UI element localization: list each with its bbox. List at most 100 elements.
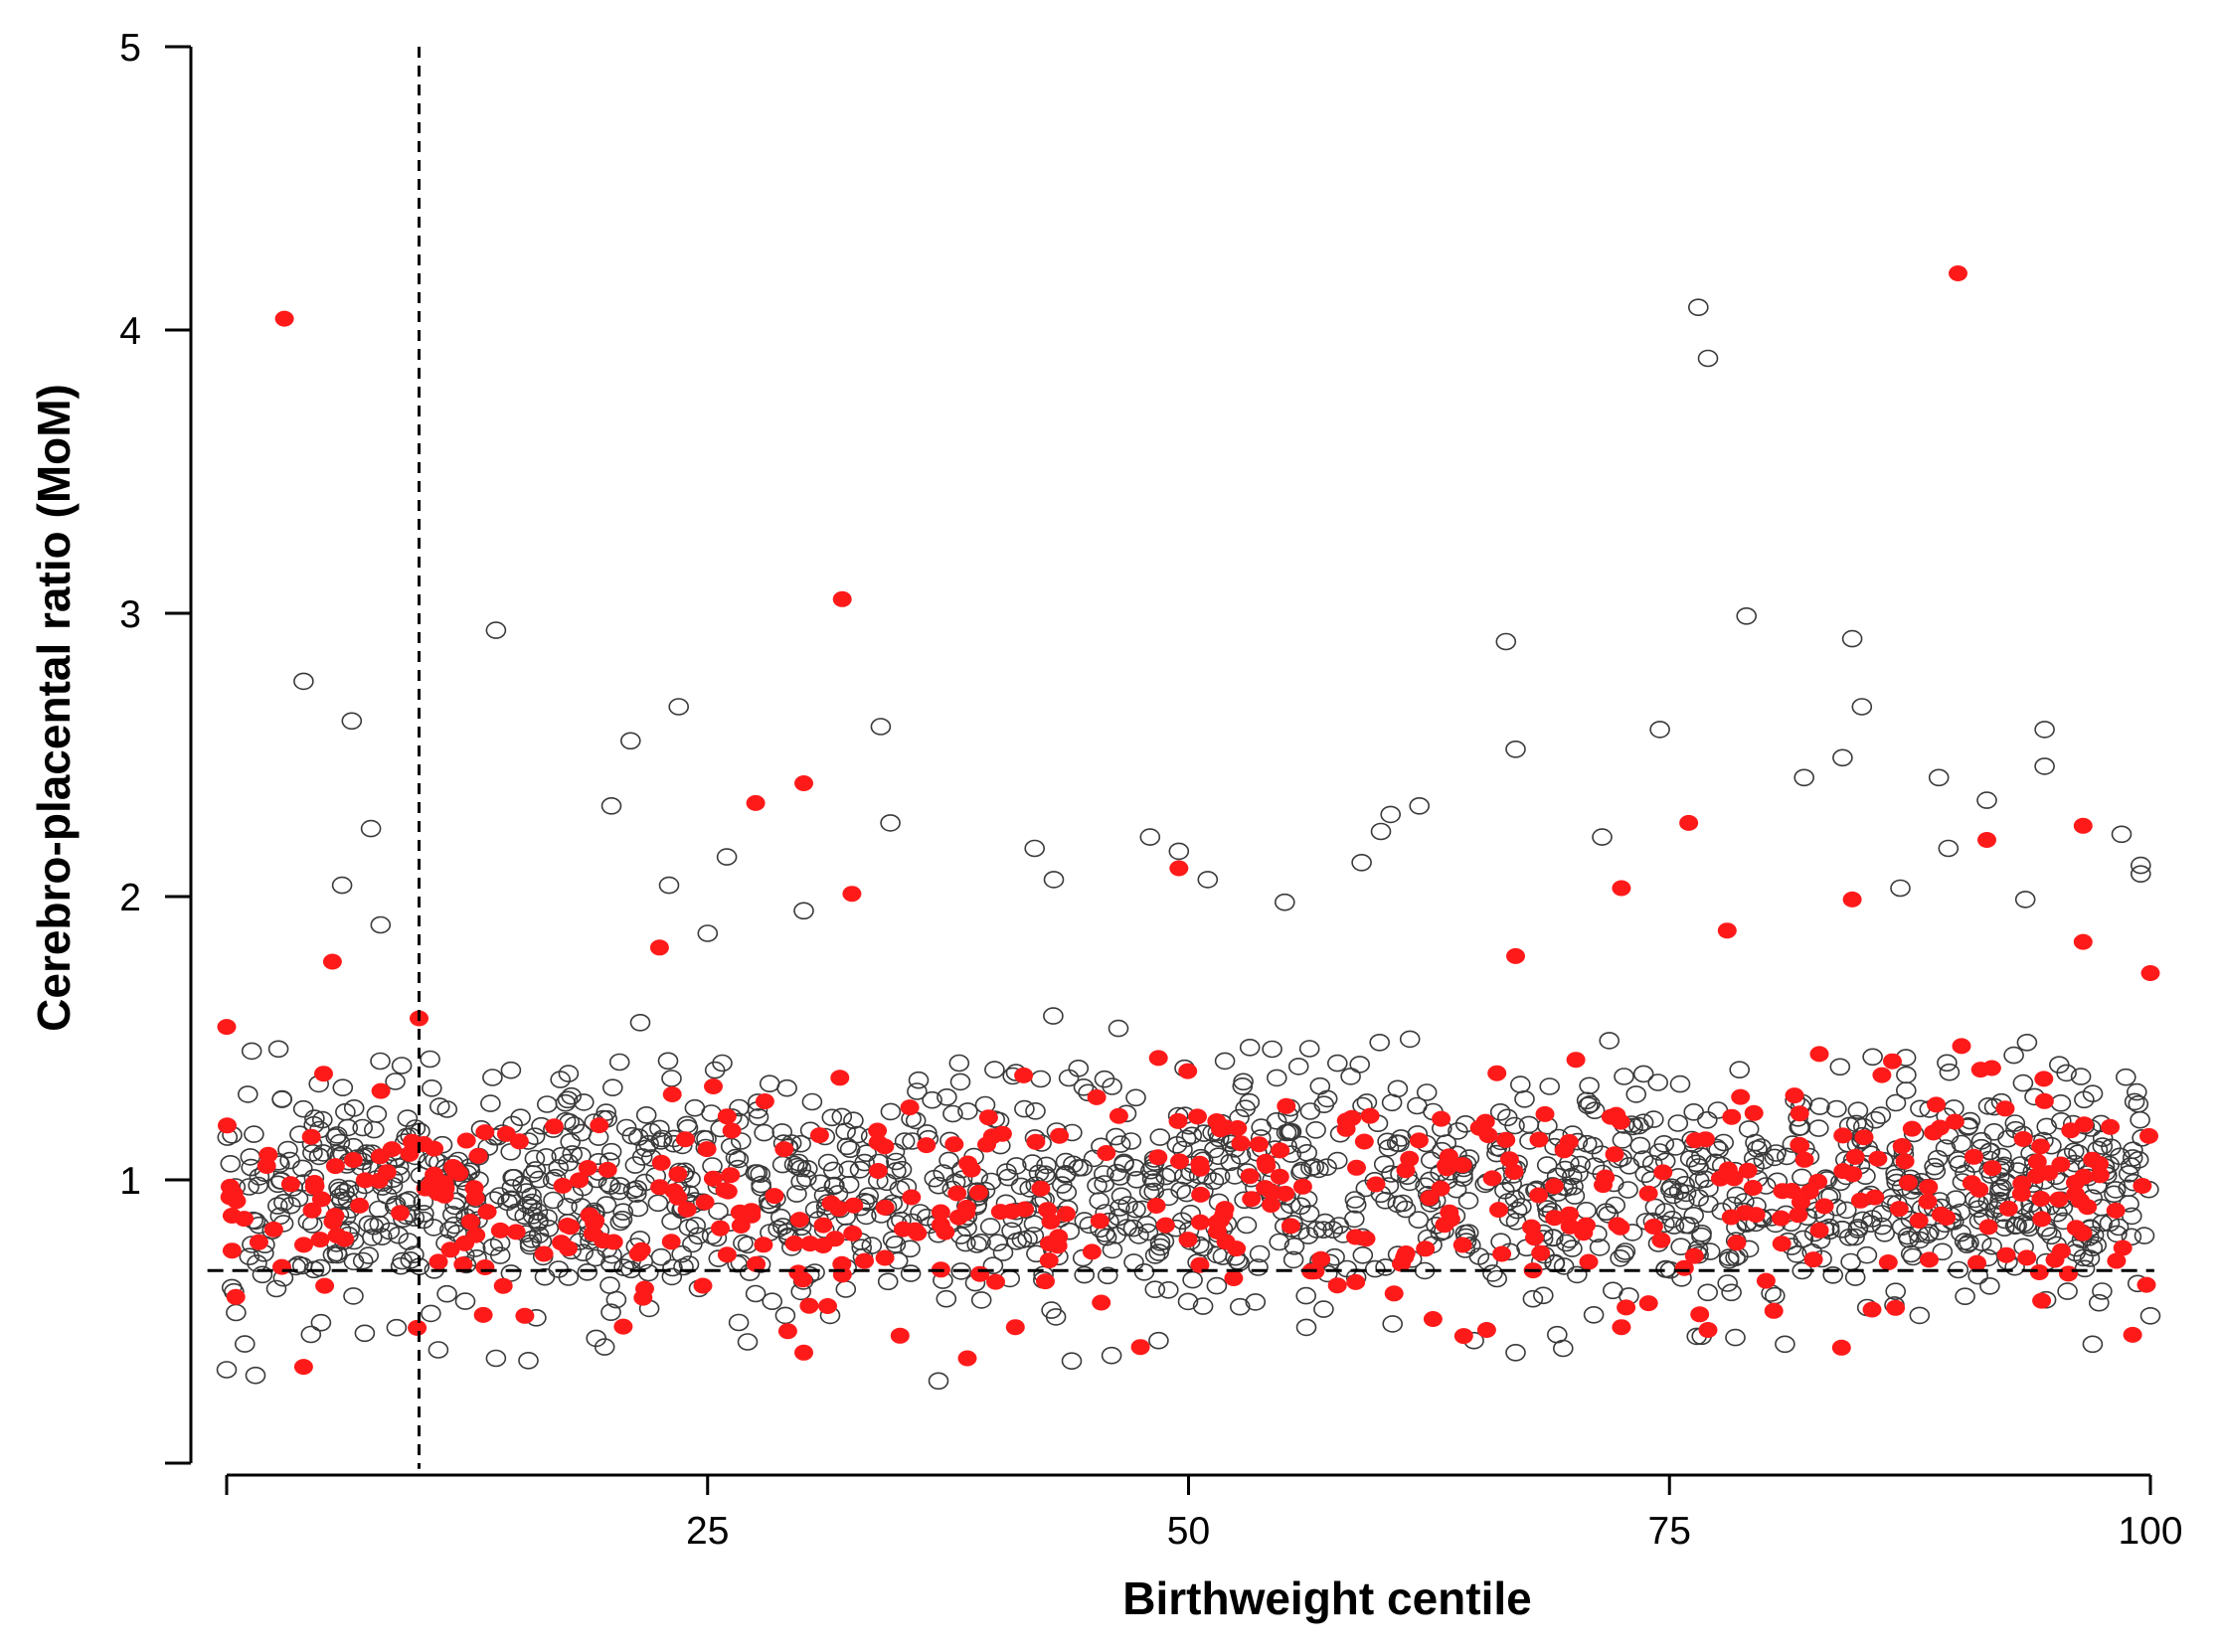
open-circle-point [1653, 1135, 1675, 1153]
open-circle-point [1981, 1237, 2002, 1255]
open-circle-point [1030, 1070, 1052, 1088]
red-filled-point [590, 1117, 609, 1134]
open-circle-point [1567, 1265, 1588, 1284]
open-circle-point [548, 1159, 570, 1177]
open-circle-point [391, 1057, 413, 1074]
red-filled-point [2066, 1220, 2086, 1237]
red-filled-point [475, 1259, 495, 1275]
open-circle-point [629, 1014, 651, 1032]
red-filled-point [1731, 1088, 1751, 1105]
red-filled-point [559, 1240, 578, 1256]
y-axis-title: Cerebro-placental ratio (MoM) [28, 384, 80, 1032]
red-filled-point [1276, 1185, 1295, 1202]
open-circle-point [1128, 1227, 1149, 1244]
red-filled-point [774, 1141, 794, 1158]
open-circle-point [786, 1185, 807, 1203]
x-tick-label: 75 [1648, 1510, 1691, 1553]
red-filled-point [256, 1158, 276, 1174]
open-circle-point [1295, 1318, 1317, 1337]
open-circle-point [1448, 1122, 1468, 1140]
red-filled-point [304, 1179, 324, 1196]
open-circle-point [303, 1260, 325, 1279]
red-filled-point [1845, 1148, 1865, 1165]
red-filled-point [1794, 1151, 1814, 1168]
open-circle-point [939, 1151, 959, 1170]
open-circle-point [1619, 1157, 1640, 1175]
red-filled-point [1809, 1222, 1829, 1239]
open-circle-point [1399, 1030, 1421, 1049]
open-circle-point [360, 819, 382, 838]
red-filled-point [558, 1218, 578, 1234]
y-tick-label: 5 [119, 27, 141, 70]
red-filled-point [585, 1215, 604, 1232]
x-tick-label: 100 [2118, 1510, 2182, 1553]
red-filled-point [455, 1235, 474, 1251]
open-circle-point [608, 1182, 629, 1201]
red-filled-point [490, 1222, 510, 1239]
open-circle-point [1369, 1034, 1390, 1052]
red-filled-point [1531, 1244, 1551, 1261]
open-circle-point [310, 1313, 332, 1332]
open-circle-point [1014, 1099, 1035, 1118]
open-circle-point [1010, 1177, 1032, 1196]
red-filled-point [908, 1225, 928, 1241]
open-circle-point [536, 1148, 557, 1166]
open-circle-point [2116, 1068, 2136, 1086]
red-filled-point [350, 1197, 370, 1214]
red-filled-point [344, 1152, 363, 1168]
open-circle-point [982, 1256, 1004, 1274]
open-circle-point [1295, 1286, 1316, 1305]
y-tick-label: 4 [119, 310, 141, 353]
open-circle-point [558, 1065, 580, 1082]
open-circle-point [661, 1070, 682, 1087]
open-circle-point [1932, 1242, 1954, 1261]
open-circle-point [329, 1181, 350, 1200]
open-circle-point [1209, 1167, 1231, 1186]
red-filled-point [2017, 1249, 2037, 1266]
open-circle-point [1862, 1210, 1883, 1228]
open-circle-point [1991, 1147, 2012, 1166]
red-filled-point [947, 1185, 967, 1202]
open-circle-point [937, 1088, 957, 1106]
red-filled-point [1432, 1110, 1452, 1127]
red-filled-point [1698, 1322, 1718, 1338]
red-filled-point [1281, 1218, 1300, 1235]
open-circle-point [1697, 349, 1719, 368]
open-circle-point [2131, 856, 2151, 875]
red-filled-point [789, 1212, 809, 1229]
open-circle-point [1614, 1068, 1634, 1085]
open-circle-point [1373, 1155, 1395, 1174]
open-circle-point [512, 1175, 533, 1194]
open-circle-point [358, 1246, 380, 1264]
open-circle-point [1023, 1227, 1045, 1244]
open-circle-point [1149, 1128, 1171, 1146]
open-circle-point [1721, 1283, 1742, 1302]
open-circle-point [1140, 1161, 1161, 1180]
open-circle-point [1305, 1121, 1326, 1139]
open-circle-point [2034, 757, 2055, 775]
open-circle-point [501, 1179, 523, 1197]
open-circle-point [1036, 1156, 1057, 1175]
axes: 25 50 75 100 1 2 3 4 5 [119, 27, 2182, 1553]
open-circle-point [354, 1324, 376, 1343]
open-circle-point [600, 1303, 621, 1321]
open-circle-point [1939, 1063, 1961, 1081]
open-circle-point [1596, 1203, 1617, 1221]
open-circle-point [704, 1061, 726, 1079]
open-circle-point [728, 1313, 750, 1332]
red-filled-point [2027, 1153, 2047, 1170]
red-filled-point [2107, 1252, 2127, 1269]
red-filled-point [1679, 814, 1699, 831]
red-filled-point [1249, 1136, 1269, 1153]
red-filled-point [1685, 1132, 1705, 1149]
red-filled-point [1048, 1238, 1068, 1254]
open-circle-point [216, 1361, 238, 1379]
open-circle-point [1055, 1152, 1077, 1171]
red-filled-point [875, 1138, 895, 1155]
red-filled-point [272, 1258, 291, 1275]
red-filled-point [1862, 1301, 1882, 1318]
open-circle-point [635, 1139, 656, 1158]
open-circle-point [1168, 842, 1190, 861]
red-filled-point [1395, 1248, 1415, 1265]
